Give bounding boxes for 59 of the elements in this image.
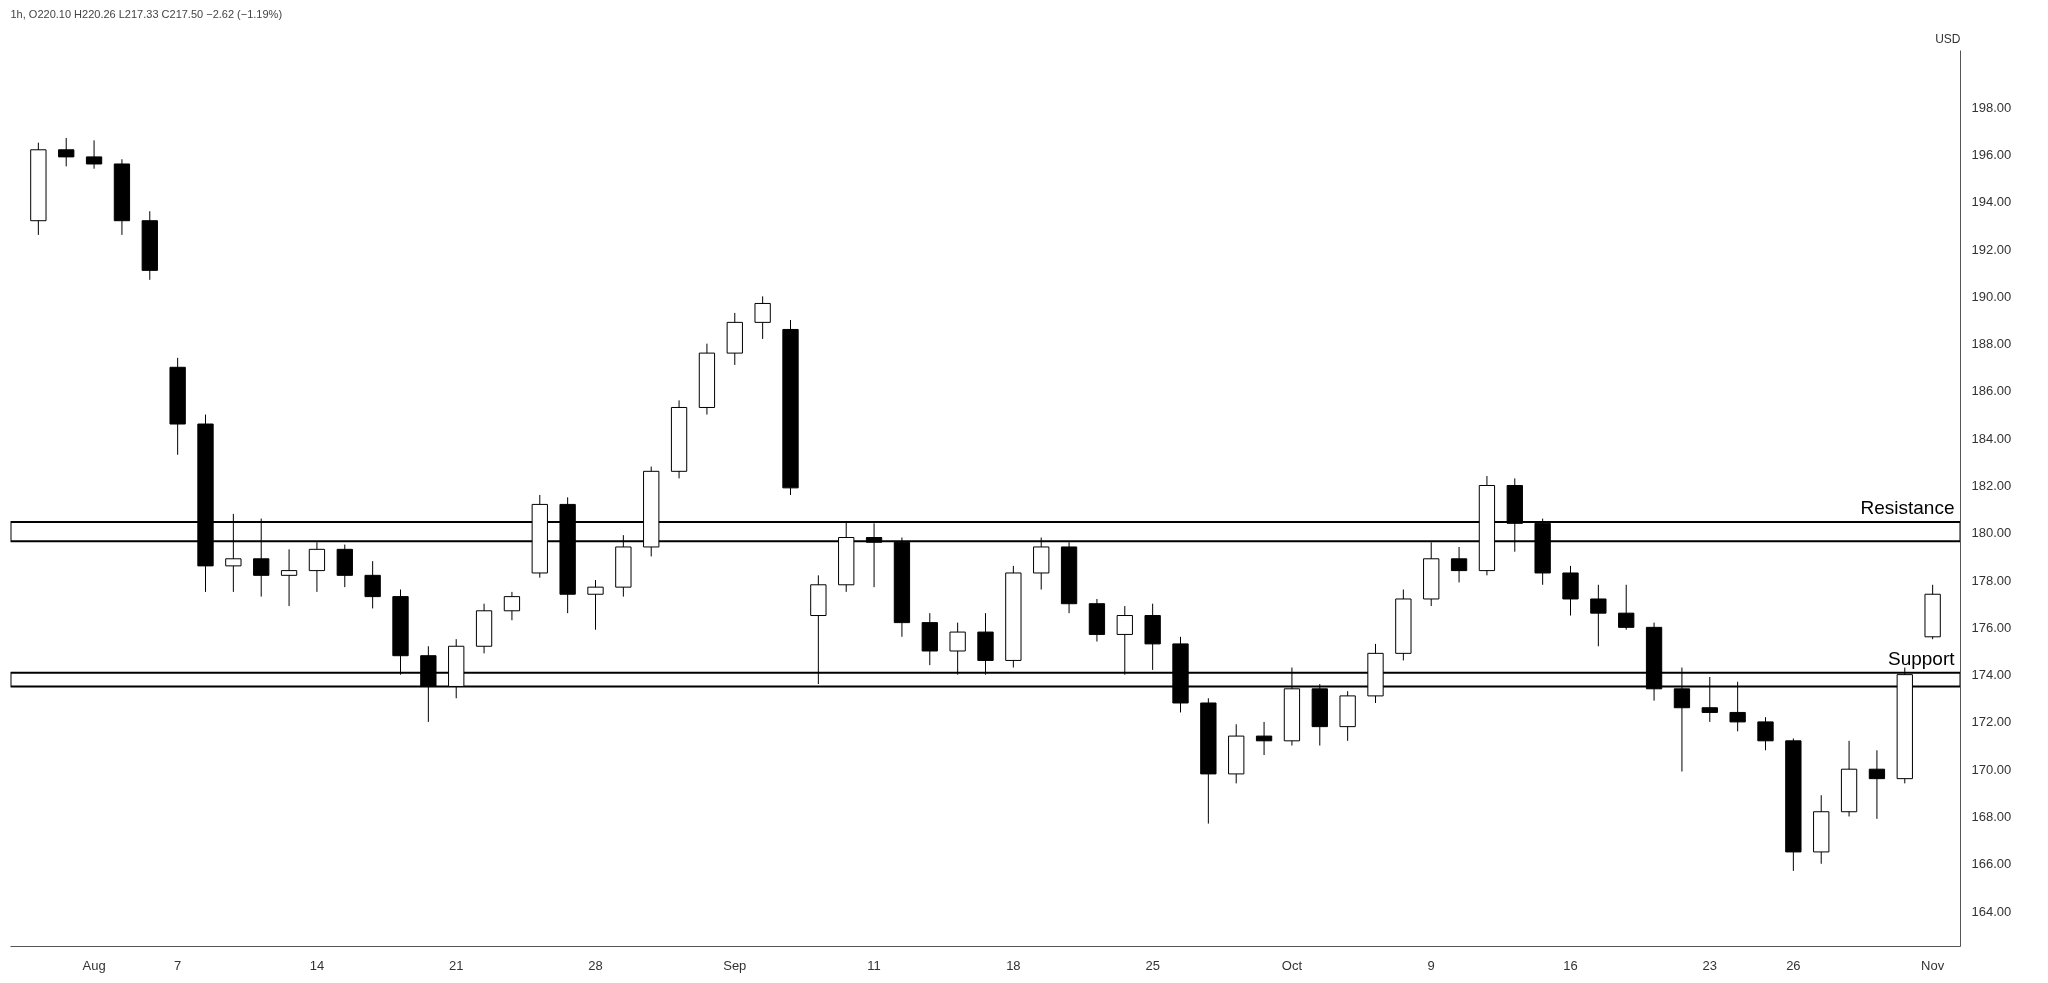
y-tick-label: 164.00 <box>1971 903 2012 919</box>
y-tick-label: 178.00 <box>1971 572 2012 588</box>
candlestick <box>1618 584 1635 631</box>
candlestick <box>1116 605 1133 676</box>
candlestick <box>58 137 75 167</box>
y-tick-label: 198.00 <box>1971 99 2012 115</box>
candlestick <box>1450 546 1468 583</box>
band-label: Support <box>1887 647 1956 669</box>
y-tick-label: 180.00 <box>1971 525 2012 541</box>
candlestick <box>253 518 270 598</box>
candlestick <box>949 622 966 676</box>
x-tick-label: 7 <box>174 957 182 973</box>
y-tick-label: 186.00 <box>1971 383 2012 399</box>
x-tick-label: 11 <box>867 957 881 973</box>
candlestick <box>280 548 298 607</box>
candlestick <box>1590 584 1607 647</box>
candlestick <box>1868 749 1886 820</box>
candlestick <box>225 513 242 593</box>
x-tick-label: Oct <box>1281 957 1303 973</box>
candlestick <box>1673 667 1691 773</box>
y-tick-label: 182.00 <box>1971 478 2012 493</box>
x-tick-label: 18 <box>1006 957 1021 973</box>
x-tick-label: 23 <box>1702 957 1718 973</box>
y-tick-label: 190.00 <box>1971 288 2012 304</box>
candlestick <box>1701 676 1718 723</box>
y-tick-label: 188.00 <box>1971 336 2012 352</box>
y-tick-label: 184.00 <box>1971 430 2012 446</box>
candlestick <box>308 541 326 593</box>
candlestick <box>85 139 103 170</box>
x-tick-label: 26 <box>1786 957 1801 973</box>
candlestick <box>1729 681 1746 732</box>
x-tick-label: 16 <box>1563 957 1578 973</box>
x-tick-label: Sep <box>723 957 747 973</box>
y-tick-label: 166.00 <box>1971 856 2012 872</box>
y-tick-label: 174.00 <box>1971 667 2012 683</box>
candlestick <box>503 591 521 621</box>
candlestick <box>754 295 771 340</box>
x-tick-label: 25 <box>1145 957 1160 973</box>
candlestick <box>1757 716 1774 751</box>
x-tick-label: 28 <box>588 957 603 973</box>
x-tick-label: 21 <box>448 957 464 973</box>
chart-title: 1h, O220.10 H220.26 L217.33 C217.50 −2.62 (−1.19%) <box>10 7 283 20</box>
y-tick-label: 168.00 <box>1971 808 2012 824</box>
band-label: Resistance <box>1860 496 1955 518</box>
y-tick-label: 172.00 <box>1971 714 2012 730</box>
x-tick-label: Aug <box>82 957 106 973</box>
x-tick-label: 9 <box>1427 957 1435 973</box>
y-tick-label: 192.00 <box>1971 241 2012 257</box>
x-tick-label: 14 <box>309 957 325 973</box>
y-tick-label: 194.00 <box>1971 194 2012 210</box>
y-axis-title: USD <box>1935 31 1961 46</box>
y-tick-label: 176.00 <box>1971 619 2012 635</box>
y-tick-label: 170.00 <box>1971 761 2012 777</box>
y-tick-label: 196.00 <box>1971 147 2012 163</box>
candlestick <box>587 579 604 631</box>
candlestick <box>1255 721 1273 756</box>
candlestick <box>364 560 381 609</box>
candlestick <box>865 522 883 588</box>
x-tick-label: Nov <box>1921 957 1945 973</box>
